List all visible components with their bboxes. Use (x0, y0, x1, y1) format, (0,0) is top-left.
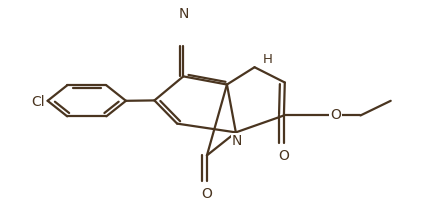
Text: O: O (202, 186, 212, 200)
Text: O: O (330, 108, 341, 122)
Text: N: N (178, 7, 189, 21)
Text: N: N (231, 134, 242, 148)
Text: H: H (263, 53, 272, 66)
Text: O: O (279, 148, 289, 162)
Text: Cl: Cl (31, 94, 45, 108)
